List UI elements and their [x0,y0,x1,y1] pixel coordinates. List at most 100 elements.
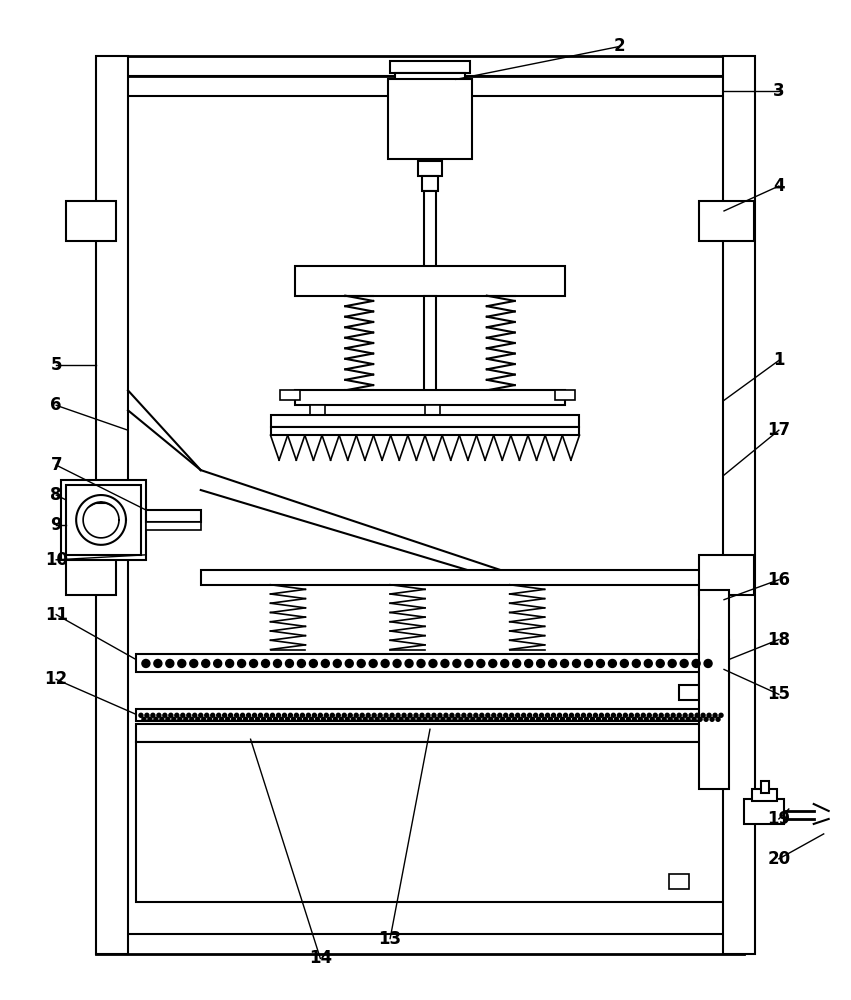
Circle shape [142,659,150,667]
Circle shape [324,713,328,717]
Circle shape [408,713,412,717]
Circle shape [597,659,604,667]
Bar [700,640,729,689]
Circle shape [247,713,250,717]
Circle shape [534,713,538,717]
Bar [424,191,436,271]
Circle shape [525,717,528,721]
Circle shape [710,717,714,721]
Circle shape [441,717,445,721]
Text: 10: 10 [45,551,68,569]
Circle shape [494,717,499,721]
Circle shape [178,659,186,667]
Bar [271,415,580,427]
Text: 11: 11 [45,606,68,624]
Circle shape [537,717,540,721]
Circle shape [585,659,592,667]
Circle shape [591,717,595,721]
Bar [295,266,564,296]
Text: 15: 15 [768,685,791,703]
Circle shape [686,717,690,721]
Circle shape [285,717,289,721]
Circle shape [318,713,323,717]
Bar [136,709,724,721]
Circle shape [267,717,271,721]
Circle shape [701,713,705,717]
Circle shape [674,717,678,721]
Circle shape [660,713,663,717]
Circle shape [474,713,477,717]
Bar [116,76,724,934]
Text: 13: 13 [379,930,402,948]
Circle shape [528,713,532,717]
Circle shape [342,713,346,717]
Circle shape [642,713,645,717]
Circle shape [261,659,270,667]
Circle shape [166,717,170,721]
Bar [146,522,201,530]
Circle shape [549,659,557,667]
Bar [669,874,689,889]
Circle shape [378,713,382,717]
Bar [700,201,754,241]
Circle shape [516,713,520,717]
Circle shape [202,717,206,721]
Bar [752,789,777,801]
Text: 1: 1 [773,351,785,369]
Bar [425,405,440,415]
Circle shape [330,713,334,717]
Circle shape [387,717,391,721]
Circle shape [357,659,365,667]
Circle shape [611,713,615,717]
Circle shape [677,713,681,717]
Circle shape [581,713,585,717]
Circle shape [573,659,580,667]
Circle shape [357,717,361,721]
Circle shape [608,717,613,721]
Circle shape [522,713,526,717]
Circle shape [148,717,151,721]
Circle shape [237,659,246,667]
Text: 20: 20 [768,850,791,868]
Circle shape [585,717,588,721]
Circle shape [312,713,317,717]
Circle shape [500,717,505,721]
Circle shape [632,659,640,667]
Circle shape [237,717,242,721]
Circle shape [447,717,451,721]
Circle shape [689,713,693,717]
Circle shape [488,659,497,667]
Circle shape [346,659,353,667]
Bar [679,685,700,700]
Circle shape [346,717,349,721]
Circle shape [644,659,652,667]
Circle shape [390,713,394,717]
Circle shape [540,713,544,717]
Circle shape [441,659,449,667]
Circle shape [334,659,341,667]
Circle shape [575,713,580,717]
Circle shape [405,659,413,667]
Circle shape [692,717,696,721]
Circle shape [587,713,591,717]
Circle shape [277,713,281,717]
Circle shape [217,713,220,717]
Bar [136,654,724,672]
Text: 12: 12 [44,670,68,688]
Bar [146,510,201,522]
Circle shape [432,713,436,717]
Text: 2: 2 [614,37,625,55]
Circle shape [393,659,401,667]
Circle shape [486,713,490,717]
Circle shape [648,713,651,717]
Circle shape [492,713,496,717]
Bar [422,176,438,191]
Circle shape [525,659,533,667]
Bar [66,201,116,241]
Circle shape [405,717,409,721]
Circle shape [322,659,329,667]
Circle shape [402,713,406,717]
Circle shape [453,717,457,721]
Circle shape [713,713,717,717]
Circle shape [512,659,521,667]
